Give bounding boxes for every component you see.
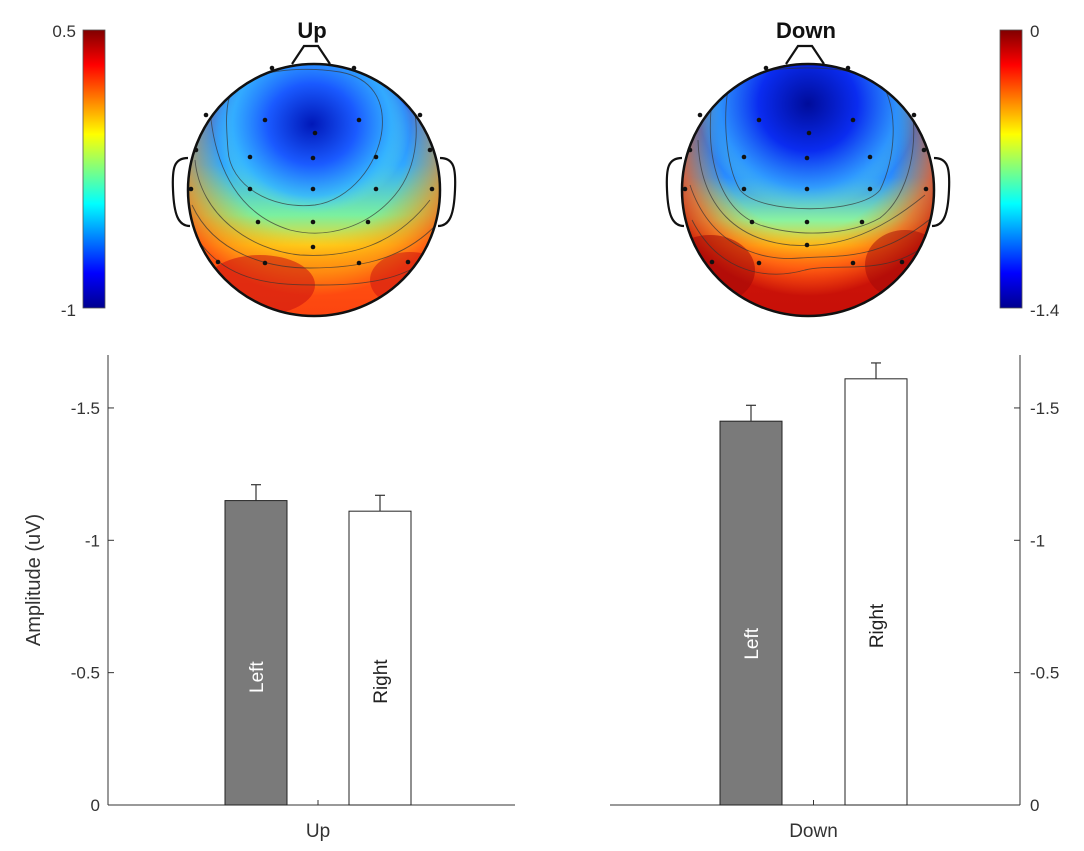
bar-label-right: Right xyxy=(371,659,392,704)
bar-right xyxy=(348,510,412,806)
bar-left xyxy=(719,420,783,806)
colorbar-up-max-label: 0.5 xyxy=(52,22,76,41)
colorbar-down xyxy=(999,29,1023,309)
bar-chart-down: 0 -0.5 -1 -1.5 Down Left Right xyxy=(610,355,1059,842)
electrode-dots-down xyxy=(682,65,929,266)
y-axis-label: Amplitude (uV) xyxy=(23,514,45,646)
bar-left xyxy=(224,500,288,806)
nose-up xyxy=(291,44,331,65)
nose-down xyxy=(785,44,825,65)
topomap-up-title: Up xyxy=(297,18,326,43)
head-outline-up xyxy=(186,62,442,318)
colorbar-down-max-label: 0 xyxy=(1030,22,1039,41)
bar-label-left: Left xyxy=(247,661,268,693)
right-ear-down xyxy=(931,156,951,228)
colorbar-up-min-label: -1 xyxy=(61,301,76,320)
colorbar-down-min-label: -1.4 xyxy=(1030,301,1059,320)
left-ear-up xyxy=(171,156,191,228)
y-tick-label: -1 xyxy=(85,531,100,550)
y-tick-label: -1.5 xyxy=(71,399,100,418)
bar-chart-up: 0 -0.5 -1 -1.5 Up Left Right xyxy=(71,355,515,842)
colorbar-up xyxy=(82,29,106,309)
x-axis-label: Down xyxy=(789,821,838,842)
y-tick-label: -0.5 xyxy=(1030,664,1059,683)
y-tick-label: 0 xyxy=(91,796,100,815)
y-tick-label: 0 xyxy=(1030,796,1039,815)
y-tick-label: -0.5 xyxy=(71,664,100,683)
right-ear-up xyxy=(437,156,457,228)
topomap-up: 0.5 -1 Up xyxy=(52,18,457,320)
topomap-down: 0 -1.4 Down xyxy=(665,18,1059,320)
electrode-dots-up xyxy=(188,65,435,266)
y-tick-label: -1 xyxy=(1030,531,1045,550)
bar-label-right: Right xyxy=(867,603,888,648)
head-outline-down xyxy=(680,62,936,318)
bar-label-left: Left xyxy=(742,627,763,659)
bar-right xyxy=(844,378,908,806)
y-tick-label: -1.5 xyxy=(1030,399,1059,418)
topomap-down-title: Down xyxy=(776,18,836,43)
left-ear-down xyxy=(665,156,685,228)
x-axis-label: Up xyxy=(306,821,330,842)
